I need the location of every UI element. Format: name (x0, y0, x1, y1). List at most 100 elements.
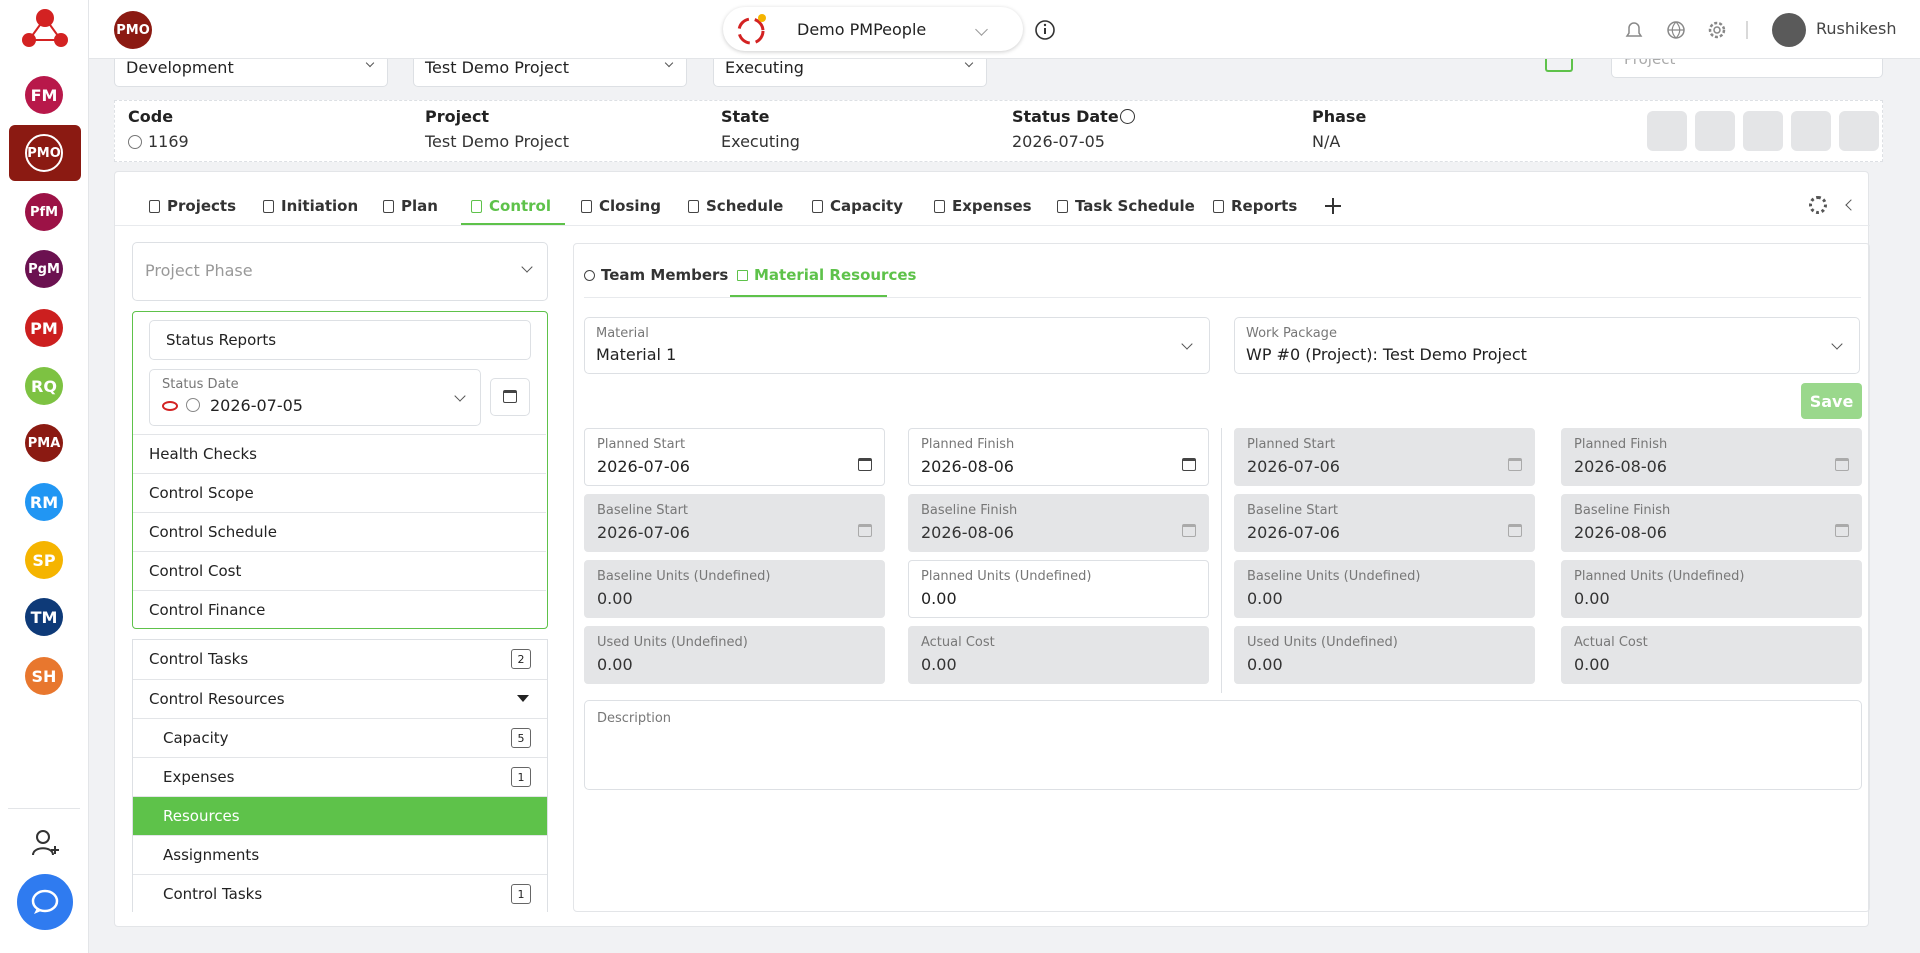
status-reports-input[interactable]: Status Reports (149, 320, 531, 360)
tab[interactable]: Initiation (281, 197, 359, 215)
avatar[interactable] (1772, 13, 1806, 47)
nav-item[interactable]: Control Cost (133, 551, 546, 590)
tab-underline (461, 223, 565, 225)
app-icon[interactable]: PgM (25, 250, 63, 288)
phase-select[interactable]: Project Phase (132, 242, 548, 301)
help-icon (1120, 109, 1135, 124)
chevron (975, 22, 988, 36)
tab-icon (1057, 200, 1068, 213)
tree-item[interactable]: Control Tasks 1 (133, 874, 547, 913)
divider (8, 808, 80, 809)
select-field[interactable]: Material Material 1 (584, 317, 1210, 374)
field-value: 2026-07-06 (597, 457, 690, 476)
sidebar: FM PMO PfM PgM PM RQ PMA RM SP TM SH (0, 0, 89, 953)
field-value: 0.00 (597, 589, 633, 608)
status-date-select[interactable]: Status Date 2026-07-05 (149, 369, 481, 426)
export-icon[interactable] (1545, 54, 1573, 72)
tab-icon (934, 200, 945, 213)
nav-item-label: Control Scope (149, 484, 254, 502)
workspace-selector[interactable]: Demo PMPeople (723, 7, 1023, 51)
form-field[interactable]: Planned Units (Undefined) 0.00 (908, 560, 1209, 618)
tab-icon (471, 200, 482, 213)
action-button[interactable] (1647, 111, 1687, 151)
form-field[interactable]: Planned Finish 2026-08-06 (908, 428, 1209, 486)
nav-item[interactable]: Control Schedule (133, 512, 546, 551)
tab[interactable]: Closing (599, 197, 661, 215)
collapse-icon[interactable] (1845, 199, 1857, 211)
app-icon[interactable]: SH (25, 657, 63, 695)
tree-item[interactable]: Control Tasks 2 (133, 640, 547, 679)
tab[interactable]: Task Schedule (1075, 197, 1195, 215)
description-field[interactable]: Description (584, 700, 1862, 790)
app-icon[interactable]: RQ (25, 367, 63, 405)
field-label: Planned Start (1247, 437, 1336, 452)
action-button[interactable] (1791, 111, 1831, 151)
tree-item[interactable]: Control Resources (133, 679, 547, 718)
action-button[interactable] (1839, 111, 1879, 151)
app-icon[interactable]: RM (25, 483, 63, 521)
subtab-underline (730, 295, 887, 297)
status-hidden-icon (162, 401, 178, 411)
form-field: Baseline Start 2026-07-06 (1234, 494, 1535, 552)
select-field[interactable]: Work Package WP #0 (Project): Test Demo P… (1234, 317, 1860, 374)
logo[interactable] (20, 6, 70, 50)
nav-item[interactable]: Health Checks (133, 434, 546, 473)
tab[interactable]: Projects (167, 197, 237, 215)
summary-label: Phase (1312, 107, 1367, 126)
action-button[interactable] (1695, 111, 1735, 151)
subtab[interactable]: Team Members (601, 266, 729, 284)
tab-icon (1213, 200, 1224, 213)
form-field: Baseline Units (Undefined) 0.00 (1234, 560, 1535, 618)
toolbar-icons[interactable] (1621, 18, 1751, 42)
workspace-name: Demo PMPeople (797, 19, 927, 39)
tab[interactable]: Reports (1231, 197, 1298, 215)
app-icon[interactable]: FM (25, 76, 63, 114)
calendar-button[interactable] (490, 378, 530, 416)
filter-value: Executing (725, 58, 804, 77)
tree-item[interactable]: Resources (133, 796, 547, 835)
tree-item[interactable]: Expenses 1 (133, 757, 547, 796)
chevron (664, 58, 674, 68)
save-button[interactable]: Save (1801, 383, 1862, 419)
field-value: 0.00 (1574, 655, 1610, 674)
app-icon[interactable]: TM (25, 598, 63, 636)
tree-item[interactable]: Capacity 5 (133, 718, 547, 757)
app-icon[interactable]: PM (25, 309, 63, 347)
add-tab[interactable] (1325, 198, 1341, 214)
tab[interactable]: Capacity (830, 197, 903, 215)
summary-value: Test Demo Project (425, 132, 569, 151)
nav-item[interactable]: Control Finance (133, 590, 546, 629)
tab-icon (383, 200, 394, 213)
tab[interactable]: Schedule (706, 197, 784, 215)
field-value: 2026-08-06 (1574, 457, 1667, 476)
user-name[interactable]: Rushikesh (1816, 19, 1897, 38)
subtab[interactable]: Material Resources (754, 266, 917, 284)
nav-item[interactable]: Control Scope (133, 473, 546, 512)
chat-button[interactable] (17, 874, 73, 930)
form-field: Planned Start 2026-07-06 (1234, 428, 1535, 486)
status-date-value: 2026-07-05 (210, 396, 303, 415)
nav-item-label: Control Cost (149, 562, 242, 580)
content-card: Projects Initiation Plan Control Closing Sche… (114, 171, 1870, 927)
field-label: Planned Finish (1574, 437, 1668, 452)
info-icon[interactable] (1034, 19, 1056, 41)
field-label: Baseline Units (Undefined) (597, 569, 771, 584)
context-badge[interactable]: PMO (114, 11, 152, 49)
tab[interactable]: Plan (401, 197, 438, 215)
tree-item-label: Expenses (163, 768, 235, 786)
form-field[interactable]: Planned Start 2026-07-06 (584, 428, 885, 486)
tab[interactable]: Control (489, 197, 552, 215)
right-panel: Team Members Material Resources Material Ma… (573, 243, 1870, 912)
app-icon[interactable]: PfM (25, 193, 63, 231)
tab[interactable]: Expenses (952, 197, 1032, 215)
summary-value: 2026-07-05 (1012, 132, 1105, 151)
app-icon[interactable]: SP (25, 541, 63, 579)
form-field: Actual Cost 0.00 (1561, 626, 1862, 684)
field-value: 0.00 (1247, 589, 1283, 608)
action-button[interactable] (1743, 111, 1783, 151)
app-icon[interactable]: PMO (25, 134, 63, 172)
settings-icon[interactable] (1809, 196, 1827, 214)
tree-item[interactable]: Assignments (133, 835, 547, 874)
app-icon[interactable]: PMA (25, 424, 63, 462)
add-user-icon[interactable] (31, 828, 61, 858)
